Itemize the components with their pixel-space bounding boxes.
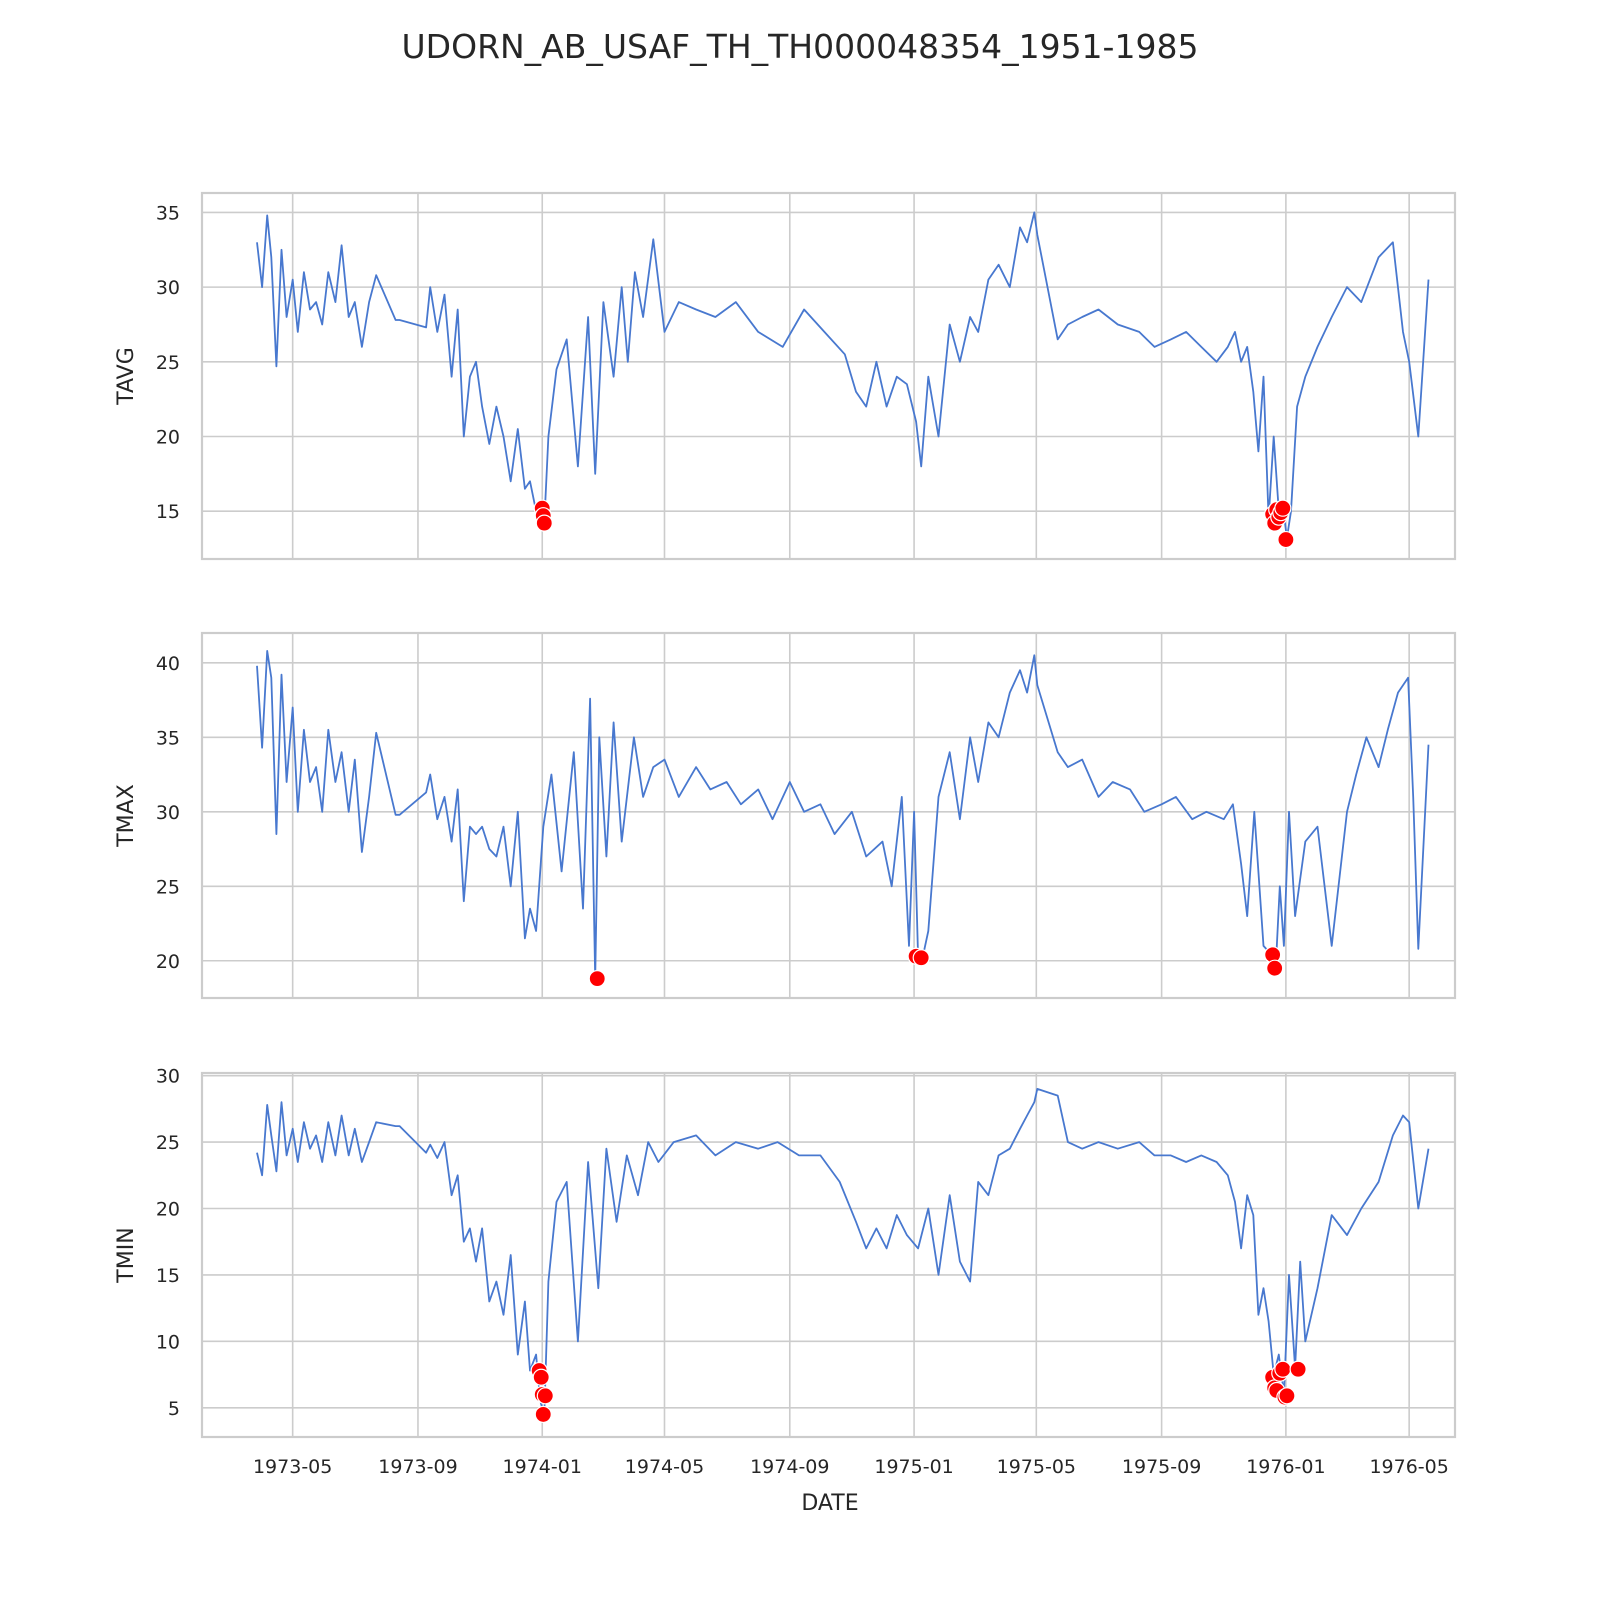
tmax-series-line: [256, 650, 1430, 980]
tmin-anomaly-point: [1274, 1360, 1292, 1378]
panel-tmin: 5 10 15 20 25 30 TMIN: [114, 1066, 1457, 1439]
x-tick-label: 1974-05: [625, 1456, 704, 1478]
tmin-y-tick-label: 25: [156, 1132, 180, 1154]
tmin-y-axis-label: TMIN: [114, 1227, 139, 1283]
x-tick-label: 1975-05: [997, 1456, 1076, 1478]
tavg-series-line: [256, 211, 1430, 539]
tavg-anomaly-point: [1277, 530, 1295, 549]
x-tick-label: 1975-09: [1122, 1456, 1201, 1478]
x-axis-label: DATE: [801, 1491, 858, 1516]
tavg-anomaly-point: [1274, 499, 1292, 517]
tmax-y-tick-label: 30: [156, 802, 180, 824]
tmin-y-tick-label: 5: [168, 1398, 180, 1420]
tmin-plot-frame: [200, 1071, 1457, 1439]
x-tick-label: 1976-01: [1246, 1456, 1325, 1478]
tavg-y-tick-label: 15: [156, 501, 180, 523]
tmax-anomaly-point: [588, 970, 606, 988]
panel-tmax: 20 25 30 35 40 TMAX: [114, 631, 1457, 1000]
panel-tavg: 15 20 25 30 35 TAVG: [114, 191, 1457, 561]
tmax-y-tick-label: 20: [156, 951, 180, 973]
tmax-anomaly-point: [1266, 959, 1284, 977]
x-tick-label: 1973-05: [253, 1456, 332, 1478]
x-tick-label: 1974-09: [750, 1456, 829, 1478]
tmax-y-axis-label: TMAX: [114, 784, 139, 848]
x-tick-labels: 1973-05 1973-09 1974-01 1974-05 1974-09 1975-…: [253, 1456, 1449, 1478]
x-tick-label: 1975-01: [874, 1456, 953, 1478]
tmax-anomaly-point: [912, 949, 930, 967]
tmin-anomaly-point: [1289, 1360, 1307, 1378]
tmin-y-tick-label: 20: [156, 1199, 180, 1221]
tmax-y-tick-label: 40: [156, 653, 180, 675]
tavg-plot-frame: [200, 191, 1457, 561]
tmax-plot-frame: [200, 631, 1457, 1000]
x-tick-label: 1976-05: [1369, 1456, 1448, 1478]
x-tick-label: 1973-09: [378, 1456, 457, 1478]
x-tick-label: 1974-01: [503, 1456, 582, 1478]
tavg-y-tick-label: 30: [156, 277, 180, 299]
tmin-series-line: [256, 1088, 1430, 1416]
tavg-y-tick-label: 35: [156, 202, 180, 224]
tmin-anomaly-point: [534, 1405, 552, 1424]
tmin-y-tick-label: 10: [156, 1331, 180, 1353]
tmin-anomaly-point: [536, 1387, 554, 1405]
tavg-y-axis-label: TAVG: [114, 347, 139, 405]
tmax-y-tick-label: 35: [156, 727, 180, 749]
chart-title: UDORN_AB_USAF_TH_TH000048354_1951-1985: [402, 27, 1199, 66]
tmin-anomaly-point: [1278, 1387, 1296, 1405]
tmin-y-tick-label: 15: [156, 1265, 180, 1287]
tavg-y-tick-label: 20: [156, 427, 180, 449]
tmax-y-tick-label: 25: [156, 876, 180, 898]
tmin-anomaly-point: [532, 1368, 550, 1386]
tmin-y-tick-label: 30: [156, 1066, 180, 1088]
tavg-anomaly-point: [535, 514, 553, 532]
tavg-y-tick-label: 25: [156, 352, 180, 374]
